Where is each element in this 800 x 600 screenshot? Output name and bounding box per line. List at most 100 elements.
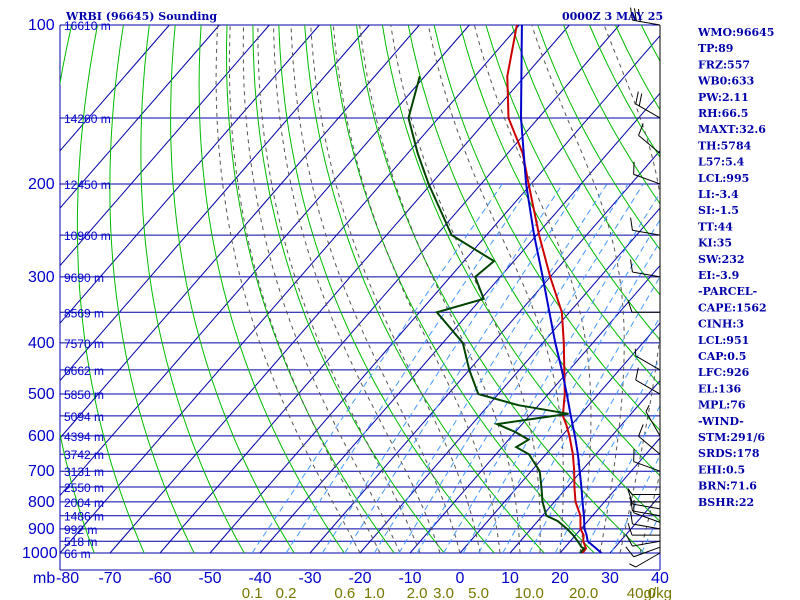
stability-index: KI:35	[698, 237, 732, 250]
mixing-ratio-line	[462, 218, 660, 554]
mixing-ratio-line	[478, 240, 660, 554]
dry-adiabat-line	[252, 24, 445, 554]
stability-index: MPL:76	[698, 399, 746, 412]
stability-index: BSHR:22	[698, 496, 754, 509]
wind-barb-flag	[627, 300, 633, 313]
wind-barb-flag	[627, 489, 633, 502]
dry-adiabat-line	[60, 24, 95, 554]
pressure-tick-label: 1000	[22, 545, 58, 562]
dry-adiabat-line	[109, 24, 195, 554]
wind-barb-flag	[638, 123, 644, 136]
stability-index: SI:-1.5	[698, 204, 739, 217]
mixing-ratio-line	[583, 404, 660, 554]
wind-barb-flag	[637, 8, 641, 22]
wind-barb-flag	[638, 93, 643, 107]
temperature-tick-label: -40	[248, 570, 271, 587]
temperature-tick-label: 0	[456, 570, 465, 587]
mixing-ratio-line	[502, 275, 660, 554]
stability-index: SW:232	[698, 253, 745, 266]
isotherm-line	[60, 24, 270, 267]
temperature-tick-label: -80	[56, 570, 79, 587]
dry-adiabat-line	[278, 24, 495, 554]
pressure-tick-label: 200	[28, 176, 55, 193]
isotherm-line	[60, 24, 320, 324]
height-tick-label: 6662 m	[64, 364, 104, 378]
isotherm-line	[60, 24, 170, 152]
moist-adiabat-line	[273, 24, 441, 554]
wind-barb-staff	[632, 271, 661, 278]
pressure-tick-label: 900	[28, 521, 55, 538]
stability-index: WMO:96645	[697, 26, 774, 39]
stability-index: SRDS:178	[698, 447, 760, 460]
moist-adiabat-line	[310, 24, 481, 554]
dry-adiabat-line	[485, 24, 660, 341]
dry-adiabat-line	[76, 24, 145, 554]
wind-barbs	[625, 7, 661, 568]
isotherm-line	[409, 264, 660, 554]
height-tick-label: 3742 m	[64, 448, 104, 462]
mixing-ratio-unit: g/kg	[644, 585, 672, 600]
mixing-ratio-label: 2.0	[407, 585, 428, 600]
isotherm-line	[159, 24, 620, 554]
isobar-lines	[59, 24, 661, 571]
temperature-tick-label: 10	[501, 570, 519, 587]
dry-adiabat-line	[459, 24, 660, 386]
mixing-ratio-label: 0.2	[276, 585, 297, 600]
wind-barb-flag	[629, 563, 636, 568]
isotherm-line	[60, 24, 220, 209]
mixing-ratio-line	[528, 315, 660, 554]
wind-barb-flag	[630, 7, 633, 21]
wind-barb-flag	[638, 424, 644, 437]
stability-index: BRN:71.6	[698, 480, 757, 493]
height-tick-label: 2550 m	[64, 481, 104, 495]
height-tick-label: 5850 m	[64, 388, 104, 402]
wind-barb-staff	[635, 103, 661, 119]
height-tick-label: 10960 m	[64, 229, 111, 243]
wind-barb-staff	[632, 19, 661, 26]
wind-barb-staff	[633, 461, 661, 472]
wind-barb-flag	[625, 546, 635, 558]
temperature-tick-label: 20	[551, 570, 569, 587]
height-tick-label: 3131 m	[64, 465, 104, 479]
wind-barb-staff	[635, 552, 661, 568]
mixing-ratio-label: 0.1	[242, 585, 263, 600]
wind-barb-flag	[630, 259, 633, 273]
wind-barb-staff	[632, 229, 661, 236]
temperature-tick-label: -10	[398, 570, 421, 587]
dry-adiabat-line	[304, 24, 545, 554]
height-tick-label: 7570 m	[64, 337, 104, 351]
pressure-tick-label: 300	[28, 269, 55, 286]
wind-barb-staff	[633, 173, 661, 185]
mixing-ratio-label: 5.0	[468, 585, 489, 600]
wind-barb-flag	[630, 217, 633, 231]
stability-index: TT:44	[698, 220, 733, 233]
pressure-tick-label: 700	[28, 463, 55, 480]
dry-adiabat-line	[140, 24, 245, 554]
isotherm-line	[60, 24, 420, 439]
height-tick-label: 8569 m	[64, 306, 104, 320]
stability-index: EHI:0.5	[698, 463, 745, 476]
moist-adiabat-line	[228, 24, 381, 554]
mixing-ratio-label: 40.0	[627, 585, 656, 600]
stability-index: EI:-3.9	[698, 269, 739, 282]
wind-barb-staff	[632, 523, 661, 530]
height-tick-label: 66 m	[64, 547, 91, 561]
wind-barb-staff	[638, 435, 661, 455]
temperature-tick-label: -30	[298, 570, 321, 587]
isotherm-line	[259, 92, 660, 554]
parcel-profile-line	[519, 24, 603, 554]
stability-index: LI:-3.4	[698, 188, 739, 201]
stability-index: FRZ:557	[698, 58, 750, 71]
temperature-tick-label: 30	[601, 570, 619, 587]
sounding-profiles	[407, 24, 603, 554]
dry-adiabat-line	[537, 24, 660, 251]
stability-index: STM:291/6	[698, 431, 765, 444]
dry-adiabat-line	[198, 24, 345, 554]
mixing-ratio-line	[285, 183, 533, 554]
stability-index: CAP:0.5	[698, 350, 746, 363]
height-tick-label: 2004 m	[64, 496, 104, 510]
stability-index: CINH:3	[698, 318, 744, 331]
stability-index: WB0:633	[697, 75, 754, 88]
